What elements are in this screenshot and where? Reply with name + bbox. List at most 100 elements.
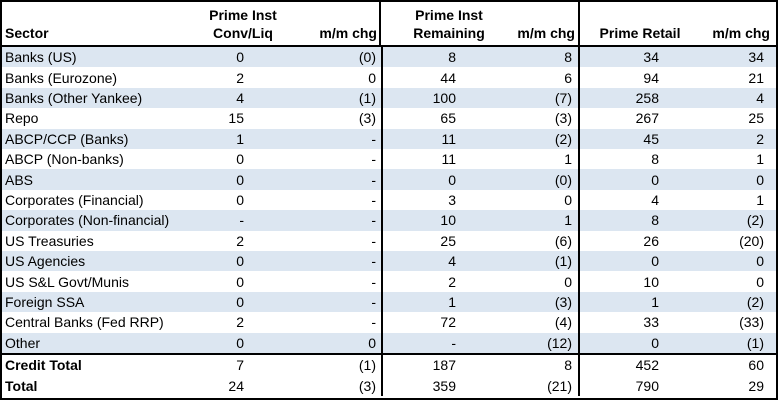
value-cell: 0 [236,294,244,311]
value-cell: 0 [651,253,659,270]
value-cell: 267 [635,110,659,127]
value-cell: 8 [461,47,580,68]
table-row: Other 0 0- (12) 0 (1) [2,332,776,354]
value-cell: (4) [461,312,580,333]
value-cell: (3) [249,108,383,129]
col-header-line2: Remaining [413,25,485,41]
column-group-divider [578,2,580,45]
value-cell: 34 [643,49,659,66]
value-cell: 790 [635,377,659,394]
value-cell: - [239,212,244,229]
value-cell: 0 [236,192,244,209]
sector-cell: Total [5,377,38,394]
value-cell: 7 [236,357,244,374]
col-header-mm-chg-2: m/m chg [517,25,575,41]
value-cell: 0 [236,253,244,270]
value-cell: 359 [432,377,456,394]
value-cell: 29 [748,377,764,394]
col-header-line1: Prime Inst [415,7,483,23]
value-cell: 0 [756,171,764,188]
value-cell: 72 [440,314,456,331]
value-cell: 25 [440,232,456,249]
total-row: Total 24 (3) 359 (21) 790 29 [2,375,776,396]
col-header-mm-chg-3: m/m chg [712,25,770,41]
value-cell: 0 [756,253,764,270]
value-cell: 2 [236,232,244,249]
value-cell: - [249,169,383,190]
value-cell: 94 [643,69,659,86]
value-cell: 2 [236,314,244,331]
value-cell: 44 [440,69,456,86]
value-cell: 10 [643,273,659,290]
value-cell: 8 [448,49,456,66]
value-cell: 0 [236,171,244,188]
col-header-mm-chg-1: m/m chg [319,25,377,41]
value-cell: 1 [461,210,580,231]
col-header-line1: Prime Inst [209,7,277,23]
value-cell: 11 [441,151,456,168]
table-row: Banks (US) 0 (0) 8 8 34 34 [2,47,776,68]
col-header-prime-inst-remaining: Prime Inst Remaining [387,6,511,42]
table-row: US S&L Govt/Munis 0-2 0 10 0 [2,271,776,292]
sector-cell: US Agencies [5,253,86,270]
value-cell: (7) [461,87,580,109]
value-cell: (12) [461,332,580,354]
sector-cell: Other [5,334,41,351]
value-cell: 1 [236,130,244,147]
value-cell: 65 [440,110,456,127]
value-cell: 15 [228,110,244,127]
value-cell: 2 [236,69,244,86]
value-cell: 4 [756,90,764,107]
value-cell: 0 [236,151,244,168]
table-row: Corporates (Non-financial) - - 10 1 8 (2) [2,210,776,231]
sector-cell: Banks (Eurozone) [5,69,118,86]
value-cell: 100 [432,90,456,107]
value-cell: 258 [635,90,659,107]
col-header-prime-retail: Prime Retail [599,25,681,41]
value-cell: (0) [461,169,580,190]
value-cell: (1) [746,334,764,351]
sector-cell: ABCP/CCP (Banks) [5,130,129,147]
sector-cell: Central Banks (Fed RRP) [5,314,164,331]
sector-cell: ABS [5,171,34,188]
value-cell: 21 [748,69,764,86]
value-cell: 1 [461,149,580,170]
column-group-divider [379,2,381,45]
value-cell: (2) [746,212,764,229]
table-row: US Treasuries 2- 25 (6) 26 (20) [2,230,776,252]
value-cell: 25 [748,110,764,127]
value-cell: 3 [448,192,456,209]
value-cell: 1 [448,294,456,311]
table-row: Central Banks (Fed RRP) 2- 72 (4) 33 (33) [2,312,776,333]
value-cell: - [249,128,383,150]
total-row: Credit Total 7 (1) 187 8 452 60 [2,353,776,376]
value-cell: 26 [643,232,659,249]
sector-cell: US S&L Govt/Munis [5,273,129,290]
sector-cell: Banks (Other Yankee) [5,90,143,107]
value-cell: 33 [643,314,659,331]
value-cell: 60 [748,357,764,374]
table-header: Sector Prime Inst Conv/Liq m/m chg Prime… [2,2,776,47]
value-cell: (33) [739,314,764,331]
value-cell: 8 [651,212,659,229]
table-row: Corporates (Financial) 0-3 0 4 1 [2,189,776,211]
table-body: Banks (US) 0 (0) 8 8 34 34 Banks (Eurozone) 2 0 44… [2,47,776,396]
sector-cell: Credit Total [5,357,82,374]
value-cell: 0 [651,334,659,351]
value-cell: 2 [756,130,764,147]
value-cell: (2) [461,128,580,150]
value-cell: 4 [651,192,659,209]
value-cell: - [249,291,383,313]
value-cell: 8 [461,355,580,376]
value-cell: 4 [236,90,244,107]
sector-cell: US Treasuries [5,232,94,249]
value-cell: - [249,189,383,211]
value-cell: 0 [461,271,580,292]
col-header-line2: Conv/Liq [213,25,273,41]
value-cell: 0 [651,171,659,188]
value-cell: 0 [249,67,383,88]
value-cell: 8 [651,151,659,168]
table-row: Banks (Other Yankee) 4 (1) 100 (7) 258 4 [2,87,776,109]
table-row: ABCP/CCP (Banks) 1- 11 (2) 45 2 [2,128,776,150]
